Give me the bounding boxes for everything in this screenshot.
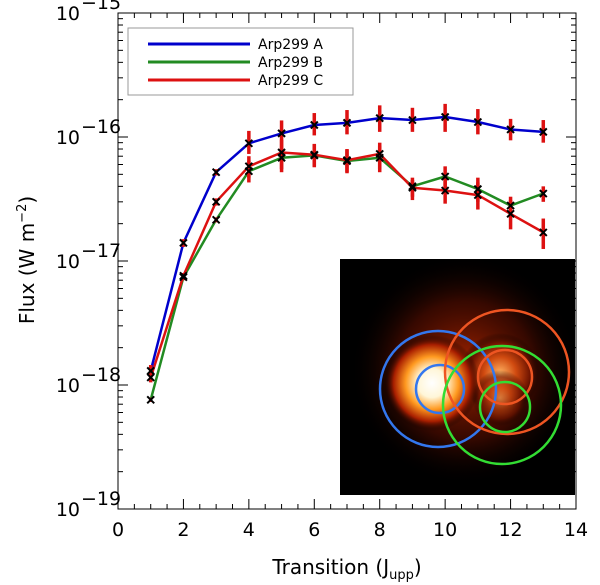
x-tick-label: 10 — [433, 519, 457, 541]
data-point-marker — [277, 129, 286, 138]
inset-circle-b-outer — [441, 344, 563, 466]
data-point-marker — [211, 215, 221, 224]
data-point-marker — [375, 113, 384, 123]
y-tick-exponent: −16 — [81, 116, 121, 138]
data-point-marker — [408, 183, 417, 192]
data-point-marker — [539, 189, 548, 198]
y-tick-label: 10 — [56, 3, 80, 25]
x-tick-label: 2 — [177, 519, 189, 541]
data-point-marker — [146, 373, 155, 382]
y-tick-label: 10 — [56, 499, 80, 521]
data-point-marker — [440, 112, 450, 122]
data-point-marker — [473, 190, 483, 200]
y-tick-label: 10 — [56, 127, 80, 149]
data-point-marker — [539, 127, 548, 137]
inset-image — [340, 259, 575, 495]
data-markers — [146, 112, 548, 404]
data-point-marker — [506, 125, 515, 134]
data-point-marker — [277, 148, 286, 157]
y-tick-exponent: −19 — [81, 488, 121, 510]
y-tick-label: 10 — [56, 251, 80, 273]
data-point-marker — [342, 118, 352, 128]
data-point-marker — [179, 273, 188, 282]
data-point-marker — [244, 162, 254, 171]
data-point-marker — [179, 238, 188, 248]
x-tick-label: 0 — [112, 519, 124, 541]
data-point-marker — [146, 366, 155, 376]
data-point-marker — [408, 115, 417, 125]
data-point-marker — [310, 120, 319, 130]
x-tick-label: 14 — [564, 519, 588, 541]
data-point-marker — [211, 197, 221, 207]
legend: Arp299 A Arp299 B Arp299 C — [127, 27, 354, 96]
axis-ticks — [117, 12, 577, 510]
data-point-marker — [506, 209, 515, 219]
inset-circle-a-outer — [378, 329, 498, 449]
x-tick-label: 8 — [374, 519, 386, 541]
data-point-marker — [244, 139, 254, 148]
inset-circle-c-inner — [476, 348, 534, 406]
x-axis-title: Transition (Jupp) — [271, 555, 421, 583]
inset-circle-c-outer — [443, 308, 571, 436]
data-point-marker — [440, 186, 450, 195]
data-point-marker — [506, 201, 515, 210]
y-tick-label: 10 — [56, 375, 80, 397]
legend-label-b: Arp299 B — [258, 55, 323, 71]
y-tick-exponent: −18 — [81, 364, 121, 386]
y-axis-title: Flux (W m−2) — [15, 196, 39, 324]
data-point-marker — [375, 149, 384, 159]
data-point-marker — [310, 150, 319, 159]
x-tick-label: 6 — [308, 519, 320, 541]
data-point-marker — [539, 228, 548, 237]
inset-circle-a-inner — [414, 363, 466, 415]
data-point-marker — [473, 117, 483, 127]
data-point-marker — [211, 168, 221, 177]
data-point-marker — [146, 395, 155, 404]
data-point-marker — [342, 155, 352, 165]
x-tick-label: 12 — [498, 519, 522, 541]
inset-circle-b-inner — [478, 380, 532, 434]
y-tick-exponent: −17 — [81, 240, 121, 262]
legend-label-a: Arp299 A — [258, 37, 323, 53]
x-tick-label: 4 — [243, 519, 255, 541]
legend-label-c: Arp299 C — [258, 73, 323, 89]
data-point-marker — [179, 271, 188, 280]
y-tick-exponent: −15 — [81, 0, 121, 14]
data-point-marker — [440, 172, 450, 181]
